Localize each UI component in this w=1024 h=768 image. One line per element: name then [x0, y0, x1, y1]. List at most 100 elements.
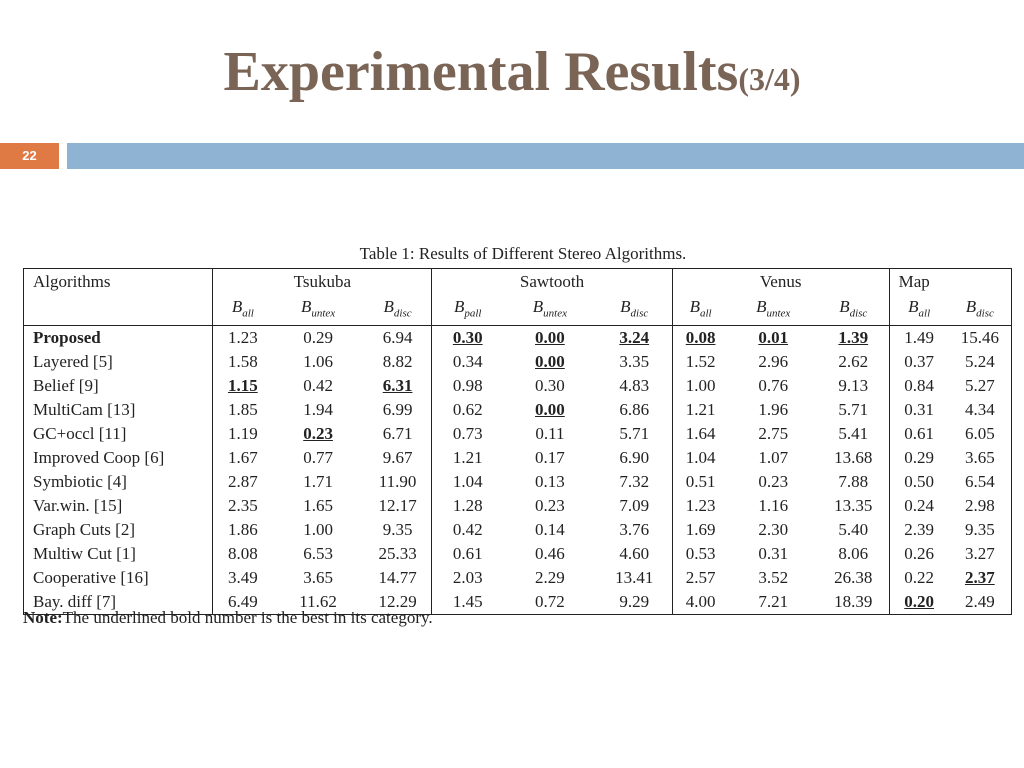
- subheader-subscript: all: [242, 307, 254, 320]
- table-cell: 6.05: [948, 422, 1012, 447]
- subheader-cell: Buntex: [503, 295, 597, 327]
- subheader-cell: Buntex: [728, 295, 818, 327]
- table-cell: 0.61: [452, 544, 483, 564]
- page-number-badge: 22: [0, 143, 59, 169]
- table-cell: 1.28: [452, 496, 483, 516]
- table-cell: 2.57: [685, 568, 716, 588]
- slide-title-main: Experimental Results: [223, 41, 739, 103]
- table-cell: 15.46: [948, 325, 1012, 351]
- table-cell: 9.67: [363, 446, 433, 471]
- table-cell: 0.23: [535, 496, 565, 516]
- table-cell: 0.00: [535, 352, 565, 372]
- table-cell: 0.20: [889, 590, 949, 616]
- table-row: MultiCam [13] 1.85 1.94 6.99 0.62 0.00 6.86 1.2…: [22, 398, 1012, 423]
- subheader-base: B: [756, 297, 767, 316]
- table-cell: 0.37: [904, 352, 935, 372]
- header-algorithms: Algorithms: [22, 268, 214, 295]
- subheader-base: B: [839, 297, 850, 316]
- table-cell: 0.34: [452, 352, 483, 372]
- table-cell: 9.29: [596, 590, 673, 616]
- subheader-subscript: disc: [630, 307, 649, 320]
- table-row: Graph Cuts [2] 1.86 1.00 9.35 0.42 0.14 3.76 1.…: [22, 518, 1012, 543]
- table-cell: 1.52: [685, 352, 716, 372]
- table-cell: 1.23: [685, 496, 716, 516]
- table-cell: 1.04: [685, 448, 716, 468]
- table-row: Belief [9] 1.15 0.42 6.31 0.98 0.30 4.83 1.00 0.…: [22, 374, 1012, 399]
- subheader-cell: Ball: [889, 295, 949, 327]
- table-cell: 6.31: [363, 374, 433, 399]
- table-cell: 0.23: [758, 472, 789, 492]
- table-cell: 2.98: [948, 494, 1012, 519]
- table-cell: 8.08: [227, 544, 258, 564]
- table-cell: 0.23: [303, 424, 333, 444]
- table-row: Symbiotic [4] 2.87 1.71 11.90 1.04 0.13 7.32 0.…: [22, 470, 1012, 495]
- table-row: GC+occl [11] 1.19 0.23 6.71 0.73 0.11 5.71 1.64…: [22, 422, 1012, 447]
- table-cell: 2.03: [452, 568, 483, 588]
- algorithm-name: Graph Cuts [2]: [22, 518, 214, 543]
- table-cell: 5.40: [817, 518, 890, 543]
- table-cell: 6.94: [363, 325, 433, 351]
- subheader-base: B: [965, 297, 977, 316]
- table-cell: 0.00: [535, 328, 565, 348]
- results-table: Algorithms Tsukuba Sawtooth Venus Map Ba…: [22, 268, 1013, 616]
- table-cell: 7.21: [728, 590, 818, 616]
- table-cell: 0.13: [535, 472, 565, 492]
- subheader-base: B: [689, 297, 700, 316]
- table-row: Improved Coop [6] 1.67 0.77 9.67 1.21 0.17 6.9…: [22, 446, 1012, 471]
- subheader-base: B: [532, 297, 544, 316]
- algorithm-name: Belief [9]: [22, 374, 214, 399]
- subheader-cell: Bdisc: [817, 295, 890, 327]
- table-cell: 0.26: [904, 544, 935, 564]
- header-group-tsukuba: Tsukuba: [212, 268, 433, 295]
- table-cell: 3.65: [303, 568, 333, 588]
- table-cell: 25.33: [363, 542, 433, 567]
- table-cell: 6.49: [212, 590, 273, 616]
- algorithm-name: Var.win. [15]: [22, 494, 214, 519]
- table-cell: 1.06: [303, 352, 333, 372]
- table-cell: 5.71: [817, 398, 890, 423]
- header-group-venus: Venus: [672, 268, 890, 295]
- table-cell: 0.42: [303, 376, 333, 396]
- algorithm-name: Multiw Cut [1]: [22, 542, 214, 567]
- algorithm-name: MultiCam [13]: [22, 398, 214, 423]
- table-row: Multiw Cut [1] 8.08 6.53 25.33 0.61 0.46 4.60 0…: [22, 542, 1012, 567]
- subheader-cell: Bpall: [431, 295, 504, 327]
- algorithm-name: Cooperative [16]: [22, 566, 214, 591]
- table-note: Note:The underlined bold number is the b…: [23, 608, 433, 628]
- table-cell: 4.00: [672, 590, 729, 616]
- table-cell: 12.29: [363, 590, 433, 616]
- table-cell: 1.69: [685, 520, 716, 540]
- table-cell: 1.21: [452, 448, 483, 468]
- table-cell: 0.17: [535, 448, 565, 468]
- table-cell: 1.21: [685, 400, 716, 420]
- table-cell: 7.32: [596, 470, 673, 495]
- table-cell: 0.61: [904, 424, 935, 444]
- table-cell: 1.00: [685, 376, 716, 396]
- table-cell: 2.62: [817, 350, 890, 375]
- table-cell: 26.38: [817, 566, 890, 591]
- slide-title: Experimental Results(3/4): [0, 40, 1024, 104]
- table-cell: 1.00: [303, 520, 333, 540]
- table-cell: 0.50: [904, 472, 935, 492]
- table-cell: 8.06: [817, 542, 890, 567]
- table-cell: 1.23: [227, 328, 258, 348]
- table-cell: 6.53: [303, 544, 333, 564]
- subheader-cell: Bdisc: [596, 295, 673, 327]
- subheader-subscript: untex: [311, 307, 336, 320]
- table-cell: 0.00: [535, 400, 565, 420]
- table-row: Layered [5] 1.58 1.06 8.82 0.34 0.00 3.35 1.52 2…: [22, 350, 1012, 375]
- table-cell: 13.68: [817, 446, 890, 471]
- table-cell: 2.87: [227, 472, 258, 492]
- algorithm-name: Layered [5]: [22, 350, 214, 375]
- table-cell: 1.58: [227, 352, 258, 372]
- table-cell: 0.42: [452, 520, 483, 540]
- subheader-subscript: disc: [393, 307, 412, 320]
- table-cell: 2.35: [227, 496, 258, 516]
- table-cell: 5.41: [817, 422, 890, 447]
- table-cell: 0.30: [452, 328, 483, 348]
- header-bar: [67, 143, 1024, 169]
- table-row: Cooperative [16] 3.49 3.65 14.77 2.03 2.29 13.…: [22, 566, 1012, 591]
- subheader-subscript: untex: [543, 307, 567, 320]
- table-cell: 0.31: [904, 400, 935, 420]
- subheader-base: B: [300, 297, 312, 316]
